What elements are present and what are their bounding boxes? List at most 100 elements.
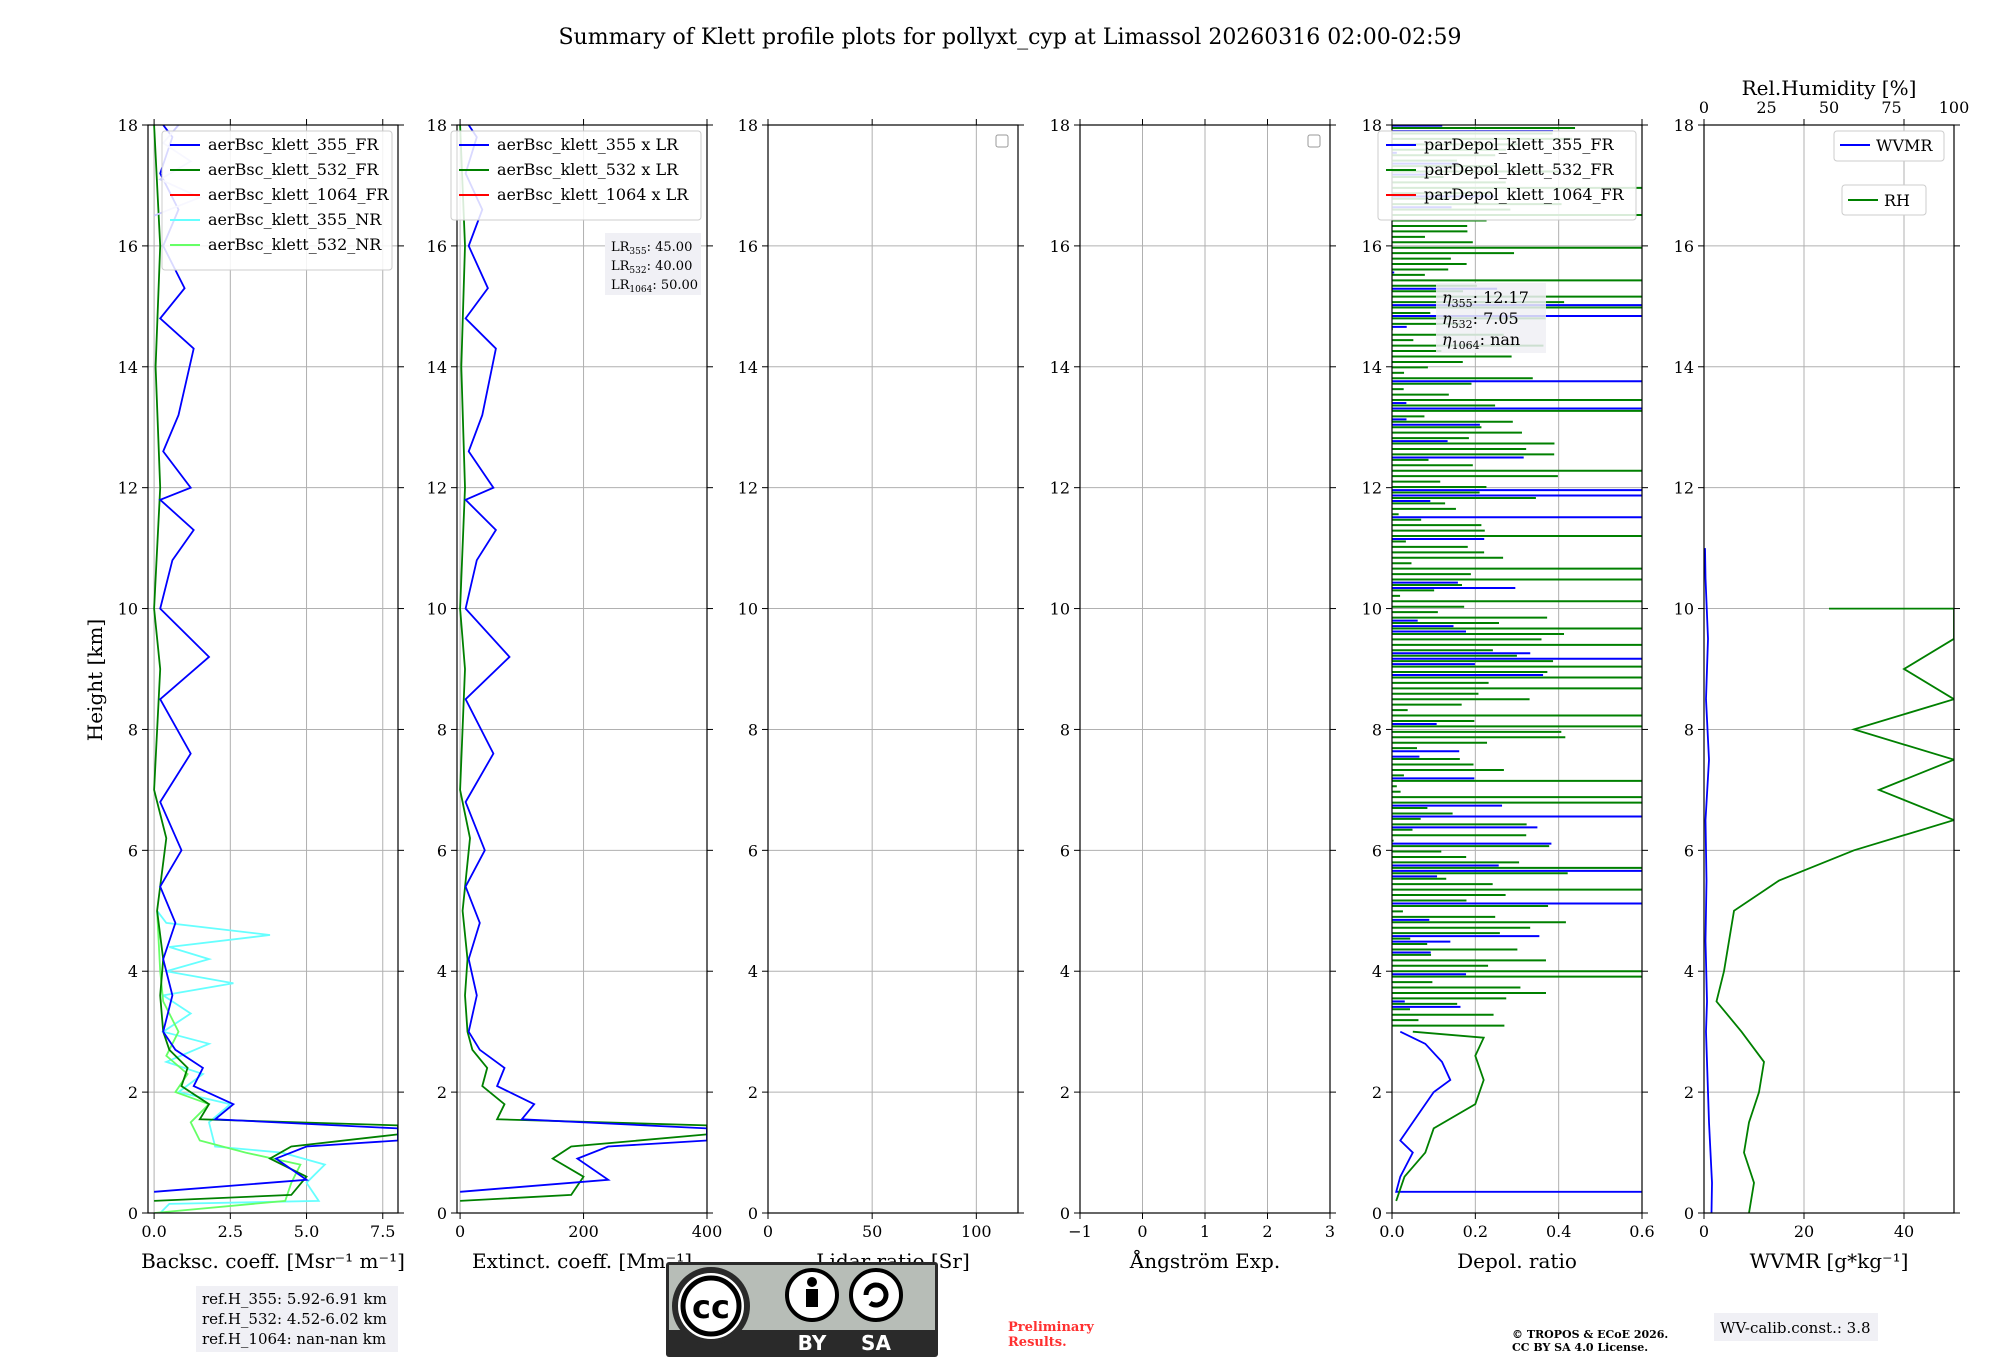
- cc-sa-text: SA: [861, 1331, 891, 1355]
- series-line-aerbsc-klett-532-x-lr: [459, 125, 707, 1202]
- series-line-aerbsc-klett-355-x-lr: [460, 125, 707, 1193]
- y-tick-label: 18: [738, 116, 758, 135]
- y-tick-label: 2: [128, 1083, 138, 1102]
- y-tick-label: 10: [118, 600, 138, 619]
- empty-legend-box: [1307, 134, 1321, 148]
- panel-wv: 0 2 4 6 8 10 12 14 16 18 0 20 40 WVMR [g*kg⁻¹] 0 25 50 75…: [1674, 76, 1970, 1341]
- legend-label: aerBsc_klett_532_NR: [208, 235, 382, 254]
- calib-text: WV-calib.const.: 3.8: [1720, 1319, 1871, 1337]
- cc-by-text: BY: [798, 1331, 827, 1355]
- series-group-bsc: [153, 125, 398, 1213]
- ref-height-532: ref.H_532: 4.52-6.02 km: [202, 1310, 387, 1328]
- ref-height-355: ref.H_355: 5.92-6.91 km: [202, 1290, 387, 1308]
- y-tick-label: 0: [1060, 1204, 1070, 1223]
- panel-bsc: 0 2 4 6 8 10 12 14 16 18 0.0 2.5 5.0 7.5 Backsc. coeff…: [118, 116, 405, 1273]
- y-tick-label: 12: [118, 479, 138, 498]
- y-axis-label: Height [km]: [83, 619, 107, 741]
- x-tick-label: 0: [455, 1222, 465, 1241]
- y-tick-label: 18: [427, 116, 447, 135]
- x-tick-label: 2.5: [218, 1222, 243, 1241]
- x-tick-label: 0.6: [1629, 1222, 1654, 1241]
- y-tick-label: 14: [738, 358, 758, 377]
- series-line-aerbsc-klett-355-nr: [156, 910, 327, 1213]
- eta-value-532: η532: 7.05: [1442, 309, 1519, 331]
- copyright-text: © TROPOS & ECoE 2026. CC BY SA 4.0 Licen…: [1512, 1328, 1672, 1354]
- y-tick-label: 14: [1674, 358, 1694, 377]
- x-tick-label: 0: [1137, 1222, 1147, 1241]
- y-tick-label: 12: [738, 479, 758, 498]
- legend-label: parDepol_klett_1064_FR: [1424, 185, 1625, 204]
- y-tick-label: 6: [748, 841, 758, 860]
- legend-label: aerBsc_klett_1064_FR: [208, 185, 390, 204]
- lr-value-355: LR355: 45.00: [611, 240, 692, 257]
- eta-value-355: η355: 12.17: [1442, 288, 1529, 310]
- series-line-rh: [1715, 607, 1954, 1213]
- x-tick-label: 100: [961, 1222, 992, 1241]
- y-tick-label: 6: [1372, 841, 1382, 860]
- y-tick-label: 0: [437, 1204, 447, 1223]
- y-tick-label: 10: [427, 600, 447, 619]
- series-line-pardepol-klett-532-fr: [1395, 1030, 1486, 1202]
- x-axis-label: Depol. ratio: [1457, 1249, 1577, 1273]
- cc-text: cc: [692, 1288, 730, 1326]
- y-tick-label: 12: [1674, 479, 1694, 498]
- y-tick-label: 0: [1372, 1204, 1382, 1223]
- legend-box-wvmr: [1833, 130, 1945, 162]
- y-tick-label: 16: [1674, 237, 1694, 256]
- x-axis-label: WVMR [g*kg⁻¹]: [1750, 1249, 1909, 1273]
- ref-height-1064: ref.H_1064: nan-nan km: [202, 1330, 386, 1348]
- y-tick-label: 0: [748, 1204, 758, 1223]
- series-line-aerbsc-klett-355-fr: [154, 125, 398, 1193]
- lr-value-1064: LR1064: 50.00: [611, 278, 698, 295]
- y-tick-label: 8: [1372, 720, 1382, 739]
- y-tick-label: 4: [1684, 962, 1694, 981]
- legend-label: aerBsc_klett_532_FR: [208, 160, 379, 179]
- legend-label: WVMR: [1876, 136, 1933, 155]
- lr-box: [605, 233, 701, 295]
- y-tick-label: 16: [1050, 237, 1070, 256]
- series-group-ext: [459, 125, 707, 1202]
- y-tick-label: 8: [437, 720, 447, 739]
- y-tick-label: 4: [128, 962, 138, 981]
- legend-box-rh: [1841, 184, 1927, 216]
- y-tick-label: 10: [1674, 600, 1694, 619]
- y-tick-label: 6: [128, 841, 138, 860]
- y-tick-label: 4: [437, 962, 447, 981]
- top-tick-label: 75: [1881, 98, 1901, 117]
- y-tick-label: 6: [437, 841, 447, 860]
- reference-heights-box: ref.H_355: 5.92-6.91 km ref.H_532: 4.52-…: [196, 1286, 398, 1352]
- x-tick-label: 1: [1200, 1222, 1210, 1241]
- legend-label: aerBsc_klett_1064 x LR: [497, 185, 689, 204]
- panel-depol: 0 2 4 6 8 10 12 14 16 18 0.0 0.2 0.4 0.6 Depol. ratio p…: [1362, 116, 1655, 1273]
- x-tick-label: 7.5: [370, 1222, 395, 1241]
- y-tick-label: 16: [738, 237, 758, 256]
- cc-by-sa-logo[interactable]: cc BY SA: [666, 1262, 938, 1357]
- x-tick-label: 40: [1894, 1222, 1914, 1241]
- y-tick-label: 18: [1674, 116, 1694, 135]
- axes-frame: [456, 124, 708, 1214]
- lr-value-532: LR532: 40.00: [611, 259, 692, 276]
- top-tick-label: 100: [1939, 98, 1970, 117]
- figure-title: Summary of Klett profile plots for polly…: [558, 25, 1461, 50]
- y-tick-label: 10: [738, 600, 758, 619]
- y-tick-label: 12: [1050, 479, 1070, 498]
- y-tick-label: 2: [1060, 1083, 1070, 1102]
- series-group-wv: [1704, 548, 1954, 1213]
- legend-label: aerBsc_klett_355_FR: [208, 135, 379, 154]
- y-tick-label: 12: [427, 479, 447, 498]
- y-tick-label: 4: [1060, 962, 1070, 981]
- empty-legend-box: [995, 134, 1009, 148]
- y-tick-label: 10: [1362, 600, 1382, 619]
- series-line-wvmr: [1704, 548, 1713, 1213]
- axes-frame: [767, 124, 1019, 1214]
- y-tick-label: 12: [1362, 479, 1382, 498]
- y-tick-label: 2: [1372, 1083, 1382, 1102]
- y-tick-label: 8: [748, 720, 758, 739]
- y-tick-label: 10: [1050, 600, 1070, 619]
- series-line-pardepol-klett-355-fr: [1395, 1030, 1642, 1193]
- y-tick-label: 16: [427, 237, 447, 256]
- legend-label: parDepol_klett_355_FR: [1424, 135, 1615, 154]
- x-tick-label: 50: [862, 1222, 882, 1241]
